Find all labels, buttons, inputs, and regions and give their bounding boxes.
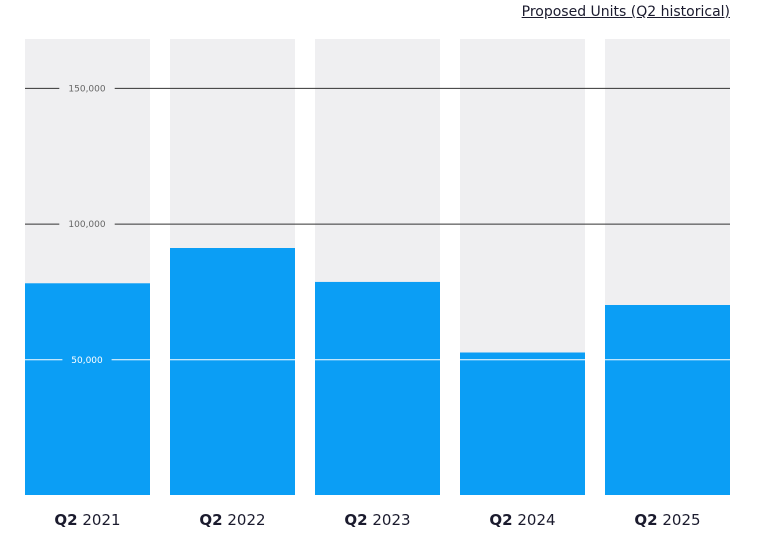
bars (25, 248, 730, 495)
x-tick-year: 2025 (658, 511, 701, 529)
x-tick-label: Q2 2025 (634, 511, 700, 529)
x-tick-label: Q2 2023 (344, 511, 410, 529)
x-tick-label: Q2 2021 (54, 511, 120, 529)
y-tick-label: 150,000 (68, 84, 105, 94)
bar-2025 (605, 305, 730, 495)
x-tick-prefix: Q2 (199, 511, 222, 529)
x-tick-year: 2023 (368, 511, 411, 529)
x-tick-prefix: Q2 (634, 511, 657, 529)
bar-2023 (315, 281, 440, 495)
bar-2021 (25, 283, 150, 495)
x-tick-label: Q2 2022 (199, 511, 265, 529)
y-tick-label: 100,000 (68, 220, 105, 230)
x-tick-year: 2024 (513, 511, 556, 529)
gridlines (25, 87, 730, 361)
bar-2022 (170, 248, 295, 495)
x-tick-labels: Q2 2021 Q2 2022 Q2 2023 Q2 2024 Q2 2025 (54, 511, 700, 529)
x-tick-year: 2021 (78, 511, 121, 529)
chart-title: Proposed Units (Q2 historical) (521, 4, 730, 20)
x-tick-prefix: Q2 (489, 511, 512, 529)
y-tick-labels: 50,000 100,000 150,000 (68, 84, 105, 365)
x-tick-year: 2022 (223, 511, 266, 529)
bar-2024 (460, 352, 585, 495)
x-tick-label: Q2 2024 (489, 511, 555, 529)
x-tick-prefix: Q2 (54, 511, 77, 529)
x-tick-prefix: Q2 (344, 511, 367, 529)
y-tick-label: 50,000 (71, 356, 103, 366)
